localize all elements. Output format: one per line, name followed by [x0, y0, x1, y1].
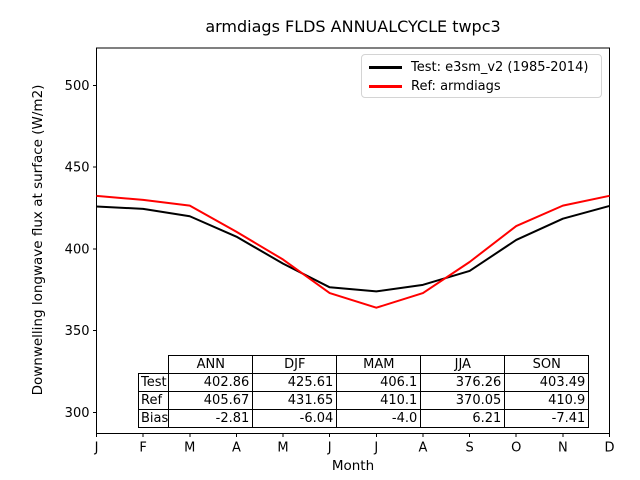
x-tick-label: F [139, 441, 146, 456]
table-row: Bias -2.81 -6.04 -4.0 6.21 -7.41 [137, 409, 590, 428]
x-tick-label: A [232, 441, 241, 456]
col-header-ann: ANN [168, 355, 254, 374]
col-header-son: SON [504, 355, 590, 374]
test-son-value: 403.49 [504, 373, 590, 392]
table-header-row: ANN DJF MAM JJA SON [139, 355, 590, 374]
ref-son-value: 410.9 [504, 391, 590, 410]
test-ann-value: 402.86 [168, 373, 254, 392]
y-tick-label: 500 [65, 79, 90, 94]
series-line-test [96, 204, 610, 293]
bias-son-value: -7.41 [504, 409, 590, 428]
table-row: Test 402.86 425.61 406.1 376.26 403.49 [137, 373, 590, 392]
axes-border [96, 47, 610, 434]
series-line-ref [96, 194, 610, 309]
x-tick-label: J [327, 441, 332, 456]
col-header-jja: JJA [420, 355, 506, 374]
test-jja-value: 376.26 [420, 373, 506, 392]
bias-djf-value: -6.04 [252, 409, 338, 428]
x-tick-label: M [277, 441, 288, 456]
table-row: Ref 405.67 431.65 410.1 370.05 410.9 [137, 391, 590, 410]
chart-title: armdiags FLDS ANNUALCYCLE twpc3 [205, 17, 501, 36]
bias-jja-value: 6.21 [420, 409, 506, 428]
test-mam-value: 406.1 [336, 373, 422, 392]
y-tick-label: 300 [65, 406, 90, 421]
x-tick-label: M [184, 441, 195, 456]
legend-item-test: Test: e3sm_v2 (1985-2014) [362, 58, 601, 77]
ref-jja-value: 370.05 [420, 391, 506, 410]
test-line-sample [369, 66, 402, 69]
x-tick-label: S [465, 441, 473, 456]
table-corner-spacer [139, 356, 169, 374]
ref-line-sample [369, 85, 402, 88]
x-tick-label: A [419, 441, 428, 456]
y-axis-label: Downwelling longwave flux at surface (W/… [30, 84, 46, 396]
bias-ann-value: -2.81 [168, 409, 254, 428]
ref-mam-value: 410.1 [336, 391, 422, 410]
y-tick-label: 350 [65, 324, 90, 339]
legend-item-ref: Ref: armdiags [362, 77, 601, 96]
test-djf-value: 425.61 [252, 373, 338, 392]
x-tick-label: J [373, 441, 378, 456]
bias-mam-value: -4.0 [336, 409, 422, 428]
ref-ann-value: 405.67 [168, 391, 254, 410]
row-label-ref: Ref [137, 391, 170, 410]
legend-label-test: Test: e3sm_v2 (1985-2014) [411, 60, 589, 75]
x-axis-label: Month [331, 458, 375, 474]
y-tick-label: 400 [65, 242, 90, 257]
legend-label-ref: Ref: armdiags [411, 79, 501, 94]
x-tick-label: D [604, 441, 614, 456]
x-tick-label: J [94, 441, 99, 456]
row-label-bias: Bias [137, 409, 170, 428]
ref-djf-value: 431.65 [252, 391, 338, 410]
col-header-mam: MAM [336, 355, 422, 374]
col-header-djf: DJF [252, 355, 338, 374]
y-tick-label: 450 [65, 161, 90, 176]
x-tick-label: N [558, 441, 568, 456]
metrics-table: ANN DJF MAM JJA SON Test 402.86 425.61 4… [137, 355, 590, 428]
row-label-test: Test [137, 373, 170, 392]
legend: Test: e3sm_v2 (1985-2014) Ref: armdiags [361, 54, 602, 98]
x-tick-label: O [511, 441, 521, 456]
